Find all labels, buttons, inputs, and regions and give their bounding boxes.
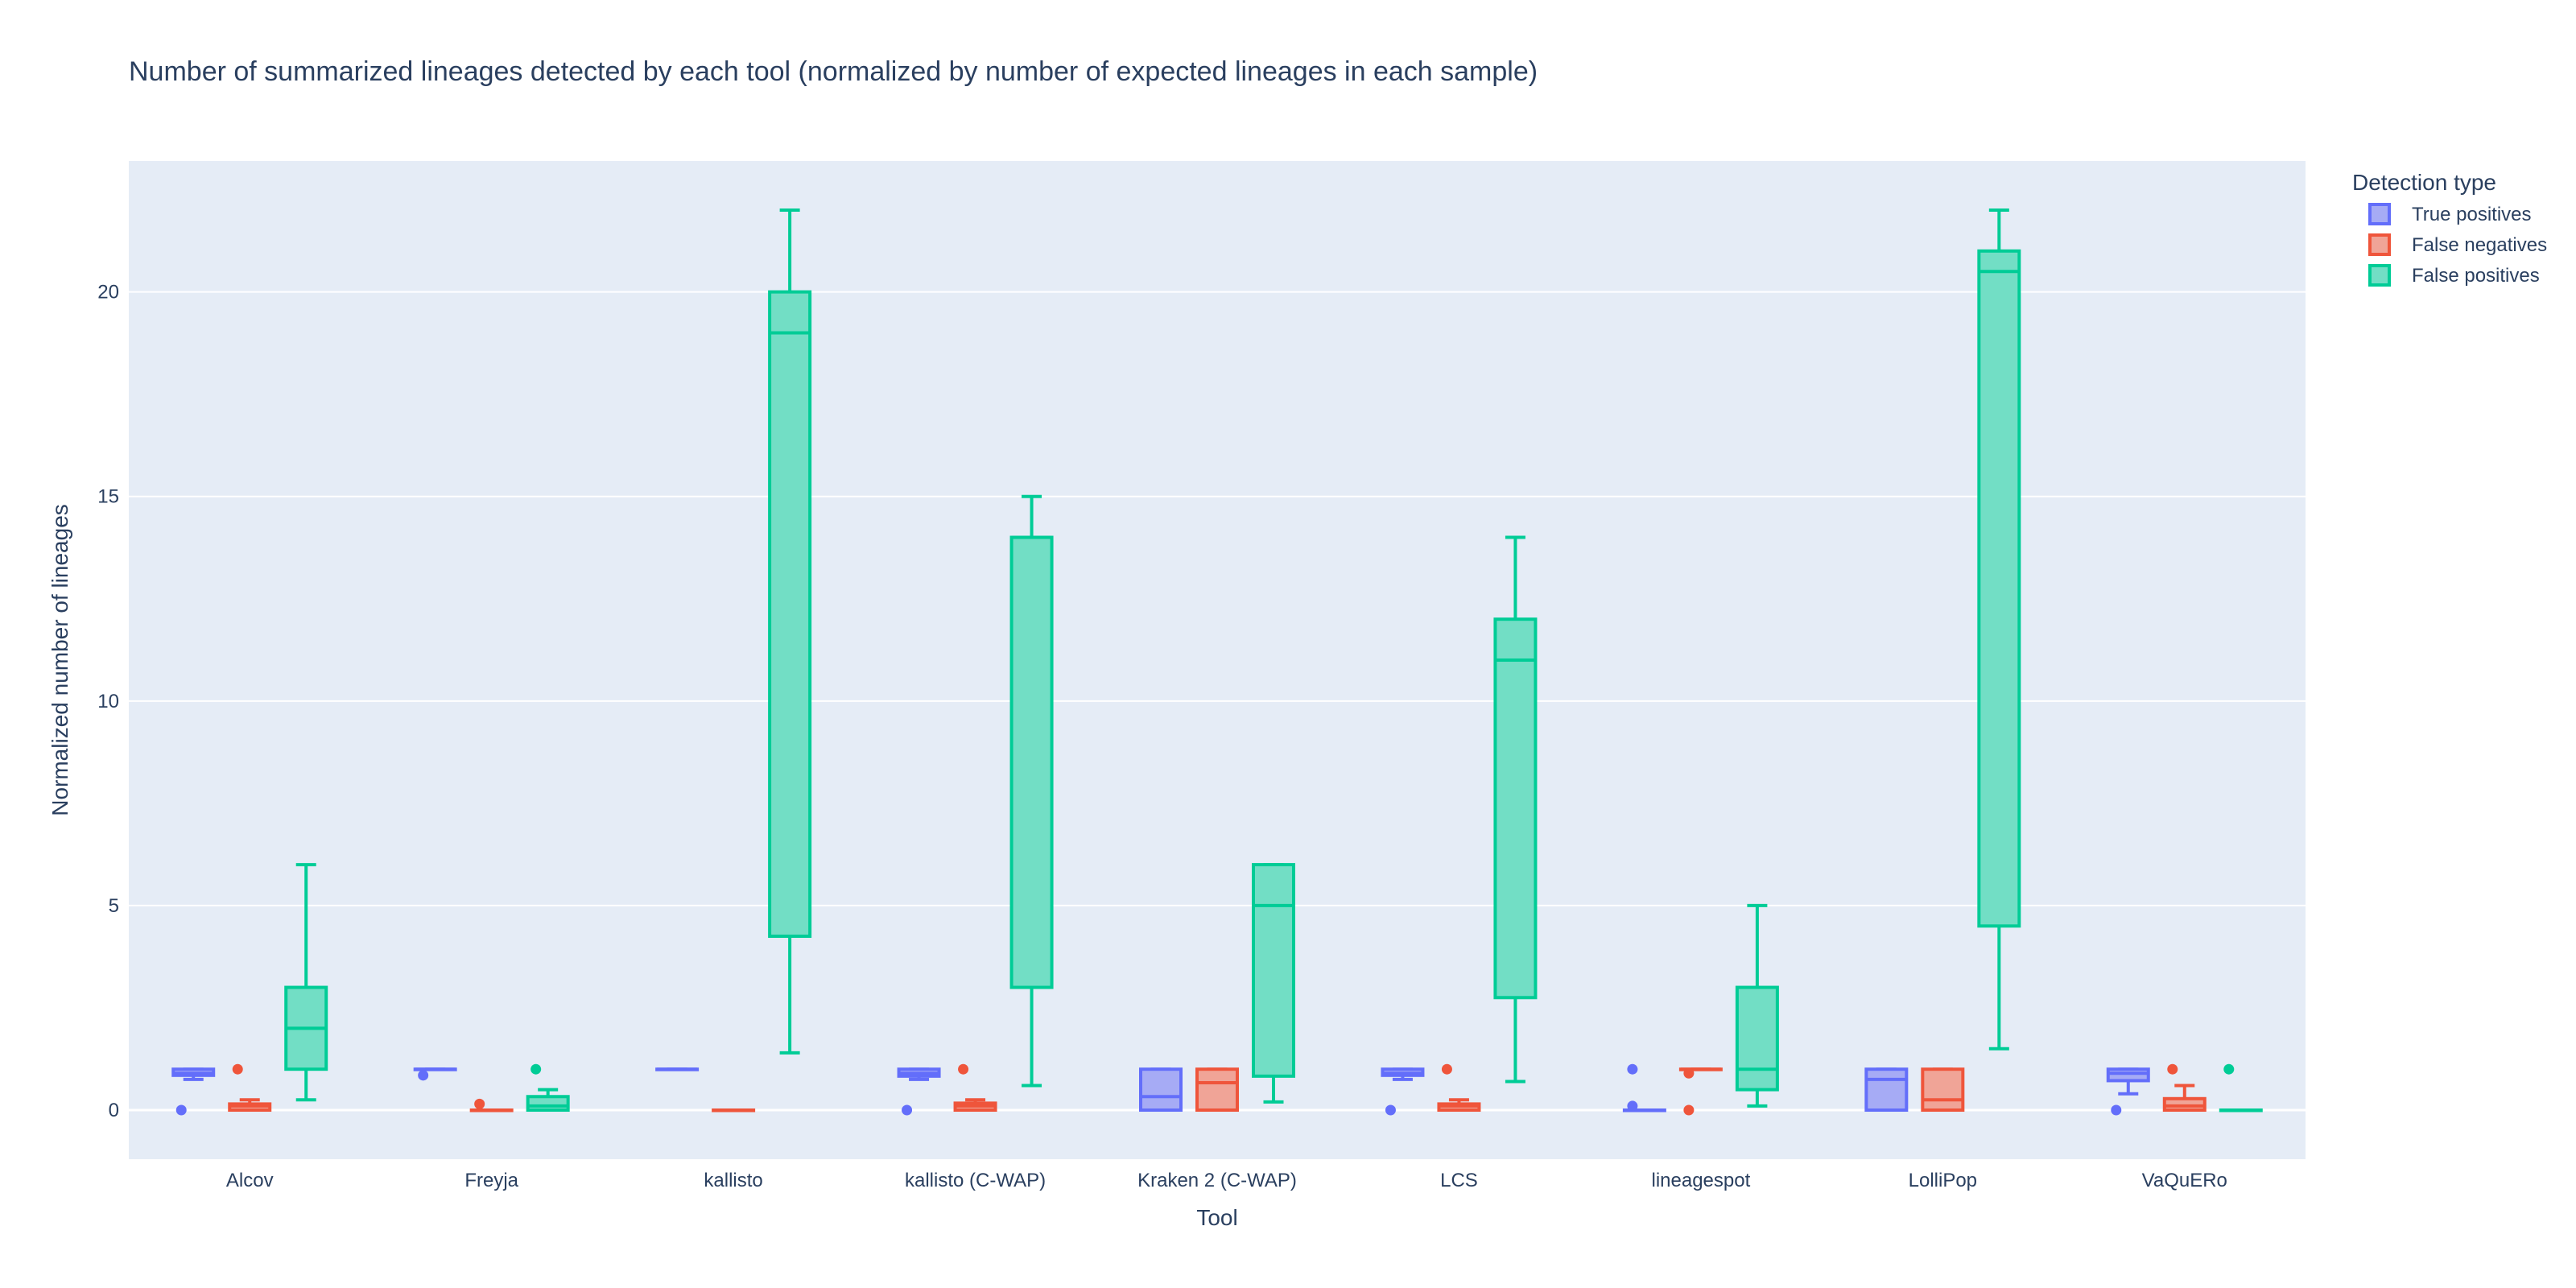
- x-tick-label: VaQuERo: [2142, 1170, 2227, 1191]
- box-body: [1252, 863, 1295, 1078]
- outlier-point: [902, 1104, 913, 1116]
- outlier-point: [530, 1063, 542, 1075]
- y-tick-label: 10: [97, 691, 119, 712]
- box-series: [171, 208, 2263, 1116]
- chart-title: Number of summarized lineages detected b…: [129, 56, 1538, 87]
- box: [1437, 1063, 1481, 1113]
- outlier-point: [474, 1098, 485, 1109]
- x-tick-label: Alcov: [226, 1170, 274, 1191]
- box: [2219, 1063, 2263, 1113]
- box: [1678, 1067, 1723, 1116]
- legend-item: False negatives: [2368, 233, 2547, 256]
- legend-title: Detection type: [2352, 170, 2496, 195]
- box: [1195, 1067, 1239, 1113]
- series-false-negatives: [228, 1063, 2207, 1116]
- box: [469, 1098, 514, 1113]
- legend-item: True positives: [2368, 203, 2532, 225]
- box-body: [1921, 1067, 1965, 1113]
- series-true-positives: [171, 1063, 2150, 1116]
- legend-label: True positives: [2412, 204, 2532, 225]
- box-body: [2106, 1067, 2150, 1083]
- box-body: [1864, 1067, 1909, 1113]
- outlier-point: [1441, 1063, 1452, 1075]
- x-tick-label: Kraken 2 (C-WAP): [1137, 1170, 1297, 1191]
- box: [1864, 1067, 1909, 1113]
- x-tick-label: lineagespot: [1652, 1170, 1751, 1191]
- box-body: [526, 1095, 570, 1113]
- legend-swatch: [2368, 233, 2391, 256]
- x-tick-label: kallisto: [704, 1170, 762, 1191]
- box: [284, 863, 328, 1102]
- box: [712, 1108, 756, 1113]
- box: [655, 1067, 700, 1071]
- box-body: [1977, 249, 2021, 928]
- box: [1493, 535, 1538, 1084]
- box-body: [1139, 1067, 1183, 1113]
- y-axis-title: Normalized number of lineages: [47, 504, 72, 816]
- box: [2162, 1063, 2207, 1113]
- box: [1009, 494, 1054, 1088]
- legend-swatch: [2368, 264, 2391, 287]
- box-body: [1195, 1067, 1239, 1113]
- x-axis-title: Tool: [1196, 1205, 1237, 1230]
- box: [897, 1067, 941, 1116]
- outlier-point: [232, 1063, 243, 1075]
- box: [1735, 903, 1779, 1108]
- y-tick-label: 15: [97, 486, 119, 508]
- x-tick-label: LCS: [1440, 1170, 1478, 1191]
- box: [413, 1067, 457, 1081]
- box: [1139, 1067, 1183, 1113]
- box: [2106, 1067, 2150, 1116]
- outlier-point: [1683, 1104, 1695, 1116]
- box-body: [1009, 535, 1054, 989]
- outlier-point: [2167, 1063, 2178, 1075]
- plot-background: [129, 161, 2306, 1159]
- box: [526, 1063, 570, 1113]
- box: [1977, 208, 2021, 1051]
- x-tick-label: LolliPop: [1909, 1170, 1977, 1191]
- outlier-point: [1385, 1104, 1396, 1116]
- box: [768, 208, 812, 1055]
- legend-label: False positives: [2412, 265, 2540, 287]
- box: [171, 1067, 216, 1116]
- box: [1921, 1067, 1965, 1113]
- box: [1622, 1063, 1666, 1113]
- box: [228, 1063, 272, 1113]
- series-false-positives: [284, 208, 2263, 1113]
- y-tick-label: 5: [109, 895, 119, 917]
- box-body: [2162, 1096, 2207, 1113]
- box: [1252, 863, 1295, 1104]
- legend-swatch: [2368, 203, 2391, 225]
- x-tick-label: kallisto (C-WAP): [905, 1170, 1046, 1191]
- outlier-point: [2223, 1063, 2235, 1075]
- outlier-point: [175, 1104, 187, 1116]
- legend-item: False positives: [2368, 264, 2540, 287]
- outlier-point: [1627, 1063, 1638, 1075]
- outlier-point: [958, 1063, 969, 1075]
- box: [953, 1063, 997, 1113]
- tick-labels: 0 5 10 15 20 Alcov Freyja kallisto kallisto (C-W…: [97, 282, 2227, 1191]
- y-tick-label: 0: [109, 1100, 119, 1121]
- y-tick-label: 20: [97, 282, 119, 303]
- box-body: [768, 290, 812, 939]
- outlier-point: [2111, 1104, 2122, 1116]
- outlier-point: [1683, 1067, 1695, 1079]
- x-tick-label: Freyja: [464, 1170, 518, 1191]
- outlier-point: [1627, 1100, 1638, 1112]
- legend: Detection type True positives False negat…: [2352, 170, 2547, 287]
- box-body: [1735, 985, 1779, 1092]
- legend-label: False negatives: [2412, 234, 2547, 256]
- box-body: [1493, 617, 1538, 1000]
- outlier-point: [418, 1070, 429, 1081]
- box: [1381, 1067, 1425, 1116]
